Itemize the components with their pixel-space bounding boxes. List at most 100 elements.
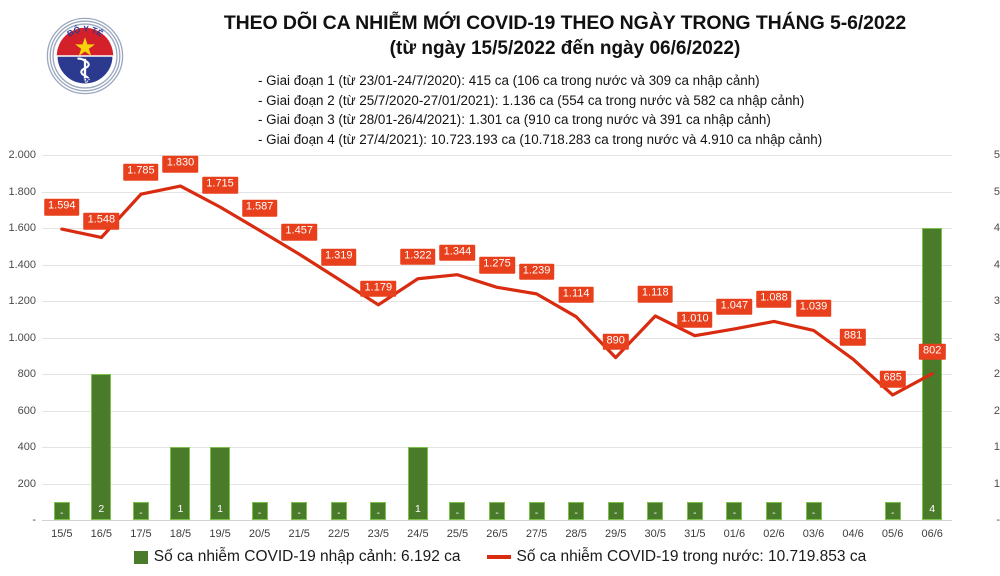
- bar-value-label: -: [455, 508, 460, 519]
- y-axis-right-tick-label: 5: [993, 185, 1000, 198]
- bar-zero-marker: [53, 502, 70, 520]
- bar-value-label: -: [653, 508, 657, 519]
- bar-zero-marker: [291, 502, 308, 520]
- bar-value-label: -: [890, 508, 895, 519]
- bar-zero-marker: [568, 502, 585, 520]
- bar-value-label: -: [534, 508, 539, 519]
- x-axis-tick-label: 29/5: [604, 528, 627, 540]
- page-title: THEO DÕI CA NHIỄM MỚI COVID-19 THEO NGÀY…: [223, 12, 907, 34]
- y-axis-left-tick-label: 2.000: [8, 149, 36, 161]
- y-axis-right-tick-label: 2: [993, 404, 1000, 417]
- legend-swatch-bar-icon: [133, 550, 148, 564]
- bar: [407, 447, 428, 520]
- y-axis-right-tick-label: 3: [993, 295, 1000, 307]
- line-value-label: 1.594: [44, 198, 80, 216]
- x-axis-tick-label: 21/5: [288, 528, 310, 540]
- y-axis-left-tick-label: 400: [17, 441, 36, 453]
- bar-value-label: -: [574, 508, 578, 519]
- x-axis-tick-label: 03/6: [802, 528, 825, 540]
- y-axis-left-tick-label: -: [32, 514, 36, 526]
- x-axis-tick-label: 17/5: [130, 528, 152, 540]
- bar-value-label: -: [337, 508, 341, 519]
- legend-item-imported: Số ca nhiễm COVID-19 nhập cảnh: 6.192 ca: [133, 548, 461, 566]
- line-value-label: 1.039: [795, 300, 832, 317]
- bar-zero-marker: [647, 502, 664, 520]
- line-value-label: 1.114: [558, 286, 594, 303]
- legend-item-domestic: Số ca nhiễm COVID-19 trong nước: 10.719.…: [486, 548, 866, 566]
- line-value-label: 1.715: [202, 176, 238, 194]
- gridline: [42, 228, 952, 229]
- line-value-label: 1.275: [479, 257, 515, 274]
- bar-value-label: -: [732, 508, 737, 519]
- bar: [170, 447, 191, 520]
- bar-value-label: -: [614, 508, 618, 519]
- x-axis-tick-label: 25/5: [446, 528, 469, 540]
- line-value-label: 1.548: [83, 213, 120, 230]
- y-axis-left-tick-label: 1.400: [8, 258, 36, 271]
- chart-header: BỘ Y TẾ MINISTRY OF HEALTH THEO DÕI CA N…: [0, 0, 1000, 147]
- ministry-of-health-logo-icon: BỘ Y TẾ MINISTRY OF HEALTH: [38, 8, 132, 104]
- x-axis-tick-label: 01/6: [723, 528, 746, 540]
- line-value-label: 802: [919, 343, 946, 360]
- bar-value-label: -: [693, 508, 697, 519]
- x-axis-tick-label: 02/6: [763, 528, 785, 540]
- y-axis-right-tick-label: 3: [993, 331, 1000, 344]
- gridline: [42, 483, 952, 485]
- phase-line-1: - Giai đoạn 1 (từ 23/01-24/7/2020): 415 …: [258, 73, 760, 88]
- bar-value-label: -: [139, 508, 143, 519]
- bar-zero-marker: [607, 502, 624, 520]
- line-value-label: 890: [602, 333, 629, 350]
- line-value-label: 1.457: [281, 223, 317, 241]
- line-value-label: 1.088: [756, 291, 792, 308]
- line-value-label: 1.319: [320, 249, 357, 266]
- bar-zero-marker: [330, 502, 347, 520]
- x-axis-tick-label: 26/5: [486, 528, 508, 540]
- bar-value-label: -: [60, 508, 64, 519]
- bar-zero-marker: [686, 502, 703, 520]
- x-axis-tick-label: 20/5: [248, 528, 271, 540]
- bar-zero-marker: [449, 502, 466, 520]
- bar-zero-marker: [251, 502, 268, 520]
- line-value-label: 1.239: [518, 263, 555, 281]
- bar-value-label: 1: [177, 503, 184, 515]
- gridline: [42, 191, 952, 193]
- bar-value-label: 2: [98, 503, 105, 515]
- bar-value-label: 1: [414, 503, 421, 515]
- bar-value-label: -: [257, 508, 262, 519]
- y-axis-left-tick-label: 1.200: [8, 295, 36, 307]
- x-axis-tick-label: 04/6: [842, 528, 864, 540]
- chart-plot-area: 2.000 1.800 1.600 1.400 1.200 1.000 800 600 400 2…: [8, 149, 1000, 540]
- bar: [210, 447, 231, 520]
- bar-zero-marker: [132, 502, 149, 520]
- y-axis-left-tick-label: 1.000: [8, 331, 36, 344]
- legend-swatch-line-icon: [486, 555, 511, 559]
- x-axis-tick-label: 23/5: [367, 528, 390, 540]
- x-axis-tick-label: 28/5: [565, 528, 587, 540]
- y-axis-right-tick-label: -: [996, 514, 1000, 526]
- bar-zero-marker: [528, 502, 545, 520]
- bar-value-label: 4: [929, 503, 936, 515]
- line-path: [60, 184, 934, 397]
- phase-line-2: - Giai đoạn 2 (từ 25/7/2020-27/01/2021):…: [258, 92, 805, 108]
- gridline: [42, 301, 952, 302]
- gridline: [42, 155, 952, 156]
- bar-value-label: -: [772, 508, 776, 519]
- x-axis-tick-label: 18/5: [169, 528, 192, 540]
- page-subtitle: (từ ngày 15/5/2022 đến ngày 06/6/2022): [389, 38, 741, 59]
- line-value-label: 1.344: [439, 244, 476, 261]
- line-value-label: 1.587: [241, 200, 278, 217]
- x-axis-tick-label: 15/5: [51, 528, 73, 540]
- x-axis-tick-label: 24/5: [407, 528, 429, 540]
- bar-zero-marker: [370, 502, 387, 520]
- bar-zero-marker: [489, 502, 505, 520]
- legend-label-imported: Số ca nhiễm COVID-19 nhập cảnh: 6.192 ca: [153, 548, 461, 565]
- y-axis-left-tick-label: 200: [17, 477, 36, 490]
- bar-value-label: -: [376, 508, 380, 519]
- gridline: [42, 447, 952, 448]
- chart-title-block: THEO DÕI CA NHIỄM MỚI COVID-19 THEO NGÀY…: [150, 10, 980, 62]
- y-axis-right-tick-label: 4: [993, 258, 1000, 271]
- line-value-label: 685: [879, 370, 906, 388]
- x-axis-tick-label: 06/6: [921, 528, 943, 540]
- x-axis-tick-label: 27/5: [525, 528, 548, 540]
